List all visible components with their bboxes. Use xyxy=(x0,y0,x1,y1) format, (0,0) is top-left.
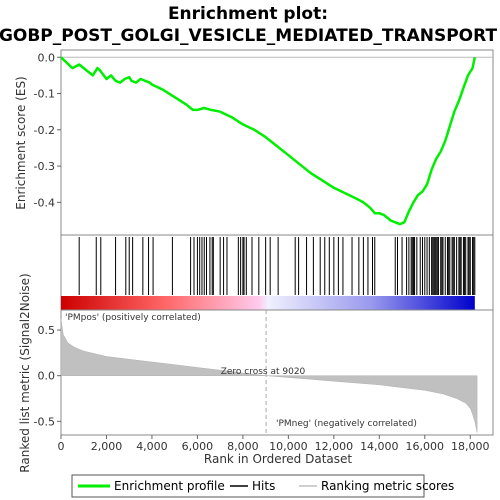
chart-title-line2: GOBP_POST_GOLGI_VESICLE_MEDIATED_TRANSPO… xyxy=(0,26,497,46)
pmneg-label: 'PMneg' (negatively correlated) xyxy=(276,419,417,429)
rank-xlabel: Rank in Ordered Dataset xyxy=(204,452,352,466)
rank-ytick-label: 0.5 xyxy=(38,324,56,337)
zero-cross-annotation: Zero cross at 9020 xyxy=(221,367,306,377)
rank-xtick-label: 12,000 xyxy=(315,440,354,453)
chart-title-line1: Enrichment plot: xyxy=(168,4,328,24)
rank-xtick-label: 2,000 xyxy=(91,440,123,453)
pmpos-label: 'PMpos' (positively correlated) xyxy=(65,313,201,323)
legend-label-hits: Hits xyxy=(252,479,275,493)
legend-label-enrichment: Enrichment profile xyxy=(114,479,225,493)
es-ylabel: Enrichment score (ES) xyxy=(14,76,28,209)
rank-ytick-label: -0.5 xyxy=(34,415,55,428)
rank-ylabel: Ranked list metric (Signal2Noise) xyxy=(18,273,32,472)
es-panel: 0.0 -0.1 -0.2 -0.3 -0.4 xyxy=(34,49,494,236)
rank-xtick-label: 18,000 xyxy=(451,440,490,453)
rank-xtick-label: 16,000 xyxy=(406,440,445,453)
rank-xtick-label: 8,000 xyxy=(227,440,259,453)
legend-label-ranking: Ranking metric scores xyxy=(321,479,454,493)
hits-panel xyxy=(60,234,494,311)
enrichment-profile-line xyxy=(60,56,477,226)
es-ytick-label: -0.3 xyxy=(34,160,55,173)
es-ytick-label: -0.2 xyxy=(34,124,55,137)
legend xyxy=(71,474,425,498)
rank-xtick-label: 4,000 xyxy=(136,440,168,453)
rank-xtick-label: 6,000 xyxy=(182,440,214,453)
rank-color-bar xyxy=(61,296,475,310)
es-ytick-label: -0.1 xyxy=(34,88,55,101)
rank-xtick-label: 14,000 xyxy=(360,440,399,453)
rank-ytick-label: 0.0 xyxy=(38,370,56,383)
es-ytick-label: 0.0 xyxy=(38,51,56,64)
rank-xtick-label: 10,000 xyxy=(269,440,308,453)
es-ytick-label: -0.4 xyxy=(34,196,55,209)
rank-xtick-label: 0 xyxy=(58,440,65,453)
ranking-metric-area xyxy=(60,319,478,433)
ranking-metric-panel: 0.5 0.0 -0.50 2,000 4,000 6,000 8,000 10,000 12,… xyxy=(34,309,494,453)
